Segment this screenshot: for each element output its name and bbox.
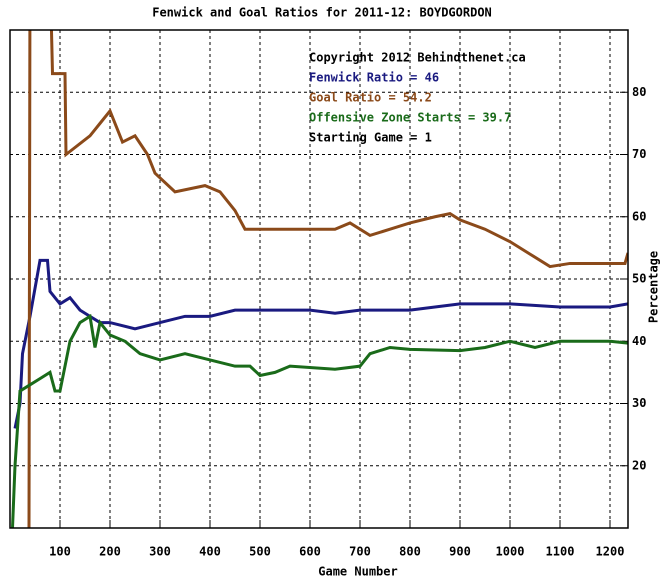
grid [10, 30, 628, 528]
y-tick-label: 80 [632, 85, 646, 99]
legend-entry: Goal Ratio = 54.2 [309, 91, 432, 105]
x-tick-label: 500 [249, 545, 271, 559]
x-tick-label: 400 [199, 545, 221, 559]
x-tick-label: 900 [449, 545, 471, 559]
plot-lines [11, 30, 628, 528]
y-tick-label: 40 [632, 334, 646, 348]
x-tick-label: 300 [149, 545, 171, 559]
y-tick-label: 60 [632, 209, 646, 223]
y-tick-label: 50 [632, 272, 646, 286]
x-tick-label: 700 [349, 545, 371, 559]
x-tick-label: 200 [99, 545, 121, 559]
y-tick-label: 20 [632, 458, 646, 472]
x-tick-label: 1100 [546, 545, 575, 559]
x-tick-label: 100 [49, 545, 71, 559]
y-tick-label: 30 [632, 396, 646, 410]
x-tick-label: 800 [399, 545, 421, 559]
annotation: Copyright 2012 Behindthenet.ca [309, 51, 526, 65]
legend-entry: Offensive Zone Starts = 39.7 [309, 111, 511, 125]
data-line [27, 30, 628, 528]
x-tick-label: 1200 [596, 545, 625, 559]
data-line [11, 313, 628, 528]
x-axis-label: Game Number [318, 565, 397, 579]
chart-title: Fenwick and Goal Ratios for 2011-12: BOY… [152, 6, 492, 20]
legend-entry: Fenwick Ratio = 46 [309, 71, 439, 85]
y-tick-label: 70 [632, 147, 646, 161]
plot-frame [9, 29, 629, 529]
x-tick-label: 600 [299, 545, 321, 559]
legend: Copyright 2012 Behindthenet.ca Fenwick Ra… [309, 51, 526, 145]
x-tick-label: 1000 [496, 545, 525, 559]
y-axis-label: Percentage [647, 251, 661, 323]
annotation: Starting Game = 1 [309, 131, 432, 145]
data-line [13, 258, 628, 429]
